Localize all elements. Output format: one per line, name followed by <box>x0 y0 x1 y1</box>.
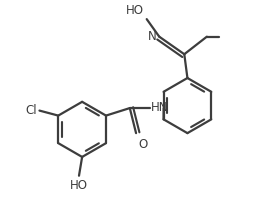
Text: O: O <box>138 138 148 151</box>
Text: HO: HO <box>126 4 144 17</box>
Text: N: N <box>148 30 157 43</box>
Text: HO: HO <box>70 179 88 192</box>
Text: HN: HN <box>150 101 168 114</box>
Text: Cl: Cl <box>25 104 37 117</box>
